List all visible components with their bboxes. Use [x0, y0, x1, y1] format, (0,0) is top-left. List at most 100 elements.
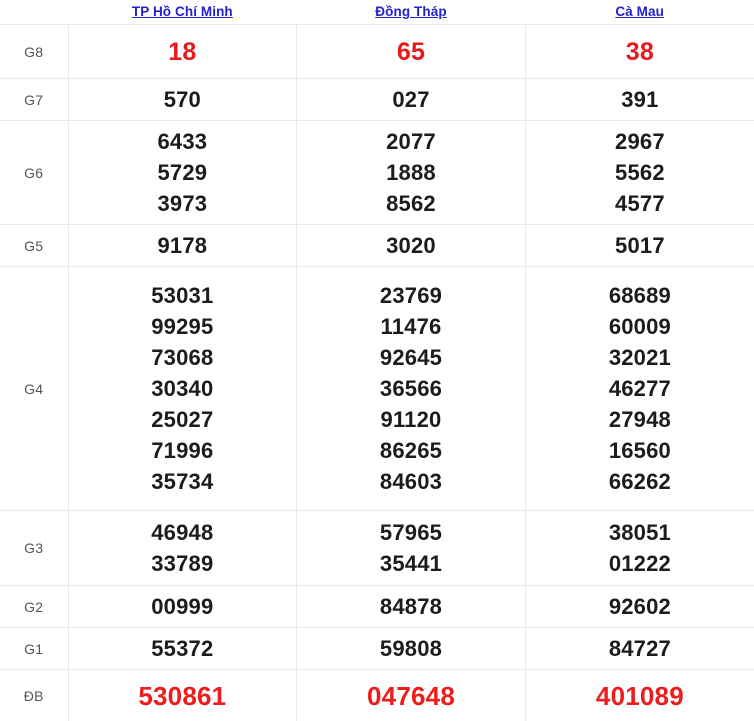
number-stack: 00999	[69, 591, 297, 622]
prize-cell-g4-camau: 68689 60009 32021 46277 27948 16560 6626…	[525, 267, 754, 511]
lottery-number: 35441	[380, 548, 442, 579]
prize-row-g5: G5 9178 3020 5017	[0, 225, 754, 267]
prize-cell-g5-hcm: 9178	[68, 225, 297, 267]
lottery-number: 55372	[151, 633, 213, 664]
prize-row-g7: G7 570 027 391	[0, 79, 754, 121]
lottery-number: 71996	[151, 435, 213, 466]
number-stack: 84727	[526, 633, 754, 664]
prize-cell-g2-camau: 92602	[525, 586, 754, 628]
number-stack: 53031 99295 73068 30340 25027 71996 3573…	[69, 280, 297, 497]
table-header: TP Hồ Chí Minh Đồng Tháp Cà Mau	[0, 0, 754, 25]
lottery-number: 391	[621, 84, 658, 115]
prize-cell-g6-camau: 2967 5562 4577	[525, 121, 754, 225]
lottery-number: 53031	[151, 280, 213, 311]
lottery-number: 66262	[609, 466, 671, 497]
number-stack: 57965 35441	[297, 517, 525, 579]
lottery-number: 84878	[380, 591, 442, 622]
province-link-0[interactable]: TP Hồ Chí Minh	[132, 4, 233, 19]
prize-cell-g1-dongthap: 59808	[297, 628, 526, 670]
lottery-number: 1888	[386, 157, 436, 188]
number-stack: 55372	[69, 633, 297, 664]
lottery-number: 84727	[609, 633, 671, 664]
province-link-1[interactable]: Đồng Tháp	[375, 4, 446, 19]
lottery-number: 65	[397, 37, 425, 67]
header-blank-cell	[0, 0, 68, 25]
number-stack: 18	[69, 37, 297, 67]
number-stack: 65	[297, 37, 525, 67]
prize-label-g1: G1	[0, 628, 68, 670]
lottery-number: 25027	[151, 404, 213, 435]
number-stack: 401089	[526, 679, 754, 713]
lottery-number: 68689	[609, 280, 671, 311]
lottery-number: 57965	[380, 517, 442, 548]
lottery-number: 32021	[609, 342, 671, 373]
number-stack: 2967 5562 4577	[526, 126, 754, 219]
prize-row-g4: G4 53031 99295 73068 30340 25027 71996 3…	[0, 267, 754, 511]
number-stack: 3020	[297, 230, 525, 261]
lottery-number: 36566	[380, 373, 442, 404]
prize-cell-g8-hcm: 18	[68, 25, 297, 79]
province-header-cell-1: Đồng Tháp	[297, 0, 526, 25]
lottery-number: 92645	[380, 342, 442, 373]
prize-cell-g2-dongthap: 84878	[297, 586, 526, 628]
province-link-2[interactable]: Cà Mau	[615, 4, 664, 19]
number-stack: 38	[526, 37, 754, 67]
number-stack: 6433 5729 3973	[69, 126, 297, 219]
prize-cell-g4-dongthap: 23769 11476 92645 36566 91120 86265 8460…	[297, 267, 526, 511]
lottery-number: 047648	[367, 679, 455, 713]
lottery-number: 5729	[157, 157, 207, 188]
number-stack: 027	[297, 84, 525, 115]
lottery-number: 2967	[615, 126, 665, 157]
lottery-number: 2077	[386, 126, 436, 157]
lottery-number: 5562	[615, 157, 665, 188]
lottery-number: 3973	[157, 188, 207, 219]
number-stack: 68689 60009 32021 46277 27948 16560 6626…	[526, 280, 754, 497]
prize-cell-g1-camau: 84727	[525, 628, 754, 670]
lottery-number: 401089	[596, 679, 684, 713]
lottery-number: 4577	[615, 188, 665, 219]
table-body: G8 18 65 38 G7 570	[0, 25, 754, 721]
lottery-number: 23769	[380, 280, 442, 311]
prize-cell-g3-hcm: 46948 33789	[68, 511, 297, 586]
lottery-number: 16560	[609, 435, 671, 466]
lottery-number: 9178	[157, 230, 207, 261]
number-stack: 92602	[526, 591, 754, 622]
prize-row-db: ĐB 530861 047648 401089	[0, 670, 754, 721]
number-stack: 59808	[297, 633, 525, 664]
number-stack: 38051 01222	[526, 517, 754, 579]
number-stack: 391	[526, 84, 754, 115]
lottery-number: 30340	[151, 373, 213, 404]
number-stack: 23769 11476 92645 36566 91120 86265 8460…	[297, 280, 525, 497]
lottery-number: 33789	[151, 548, 213, 579]
prize-row-g3: G3 46948 33789 57965 35441 38051 01222	[0, 511, 754, 586]
prize-cell-g3-camau: 38051 01222	[525, 511, 754, 586]
prize-cell-g8-dongthap: 65	[297, 25, 526, 79]
lottery-number: 38051	[609, 517, 671, 548]
number-stack: 570	[69, 84, 297, 115]
prize-cell-g7-hcm: 570	[68, 79, 297, 121]
prize-cell-g6-hcm: 6433 5729 3973	[68, 121, 297, 225]
prize-cell-g4-hcm: 53031 99295 73068 30340 25027 71996 3573…	[68, 267, 297, 511]
prize-cell-db-hcm: 530861	[68, 670, 297, 721]
number-stack: 5017	[526, 230, 754, 261]
prize-cell-db-camau: 401089	[525, 670, 754, 721]
prize-row-g8: G8 18 65 38	[0, 25, 754, 79]
lottery-number: 99295	[151, 311, 213, 342]
lottery-number: 027	[392, 84, 429, 115]
lottery-number: 86265	[380, 435, 442, 466]
prize-cell-g7-camau: 391	[525, 79, 754, 121]
prize-label-g2: G2	[0, 586, 68, 628]
prize-cell-g2-hcm: 00999	[68, 586, 297, 628]
lottery-number: 8562	[386, 188, 436, 219]
prize-cell-g5-camau: 5017	[525, 225, 754, 267]
prize-cell-g7-dongthap: 027	[297, 79, 526, 121]
lottery-number: 01222	[609, 548, 671, 579]
province-header-row: TP Hồ Chí Minh Đồng Tháp Cà Mau	[0, 0, 754, 25]
prize-cell-g6-dongthap: 2077 1888 8562	[297, 121, 526, 225]
prize-cell-g3-dongthap: 57965 35441	[297, 511, 526, 586]
prize-label-g8: G8	[0, 25, 68, 79]
lottery-number: 73068	[151, 342, 213, 373]
number-stack: 84878	[297, 591, 525, 622]
lottery-number: 91120	[381, 404, 442, 435]
